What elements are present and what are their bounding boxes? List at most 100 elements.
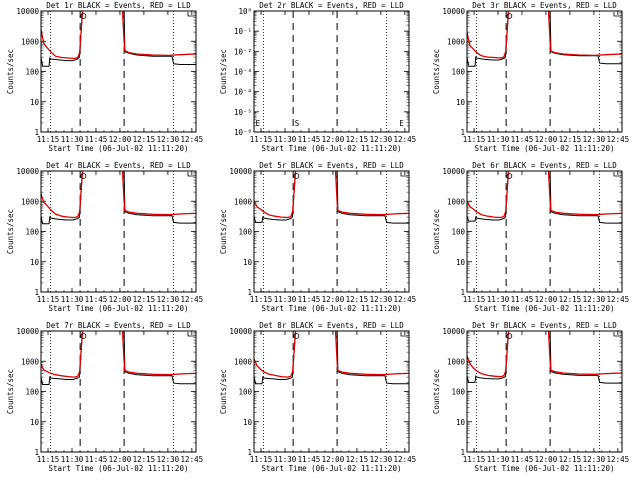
y-tick-label: 1000 — [21, 197, 40, 206]
panel-title: Det 7r BLACK = Events, RED = LLD — [46, 321, 191, 330]
y-tick-label: 10⁰ — [238, 7, 252, 16]
panel-title: Det 8r BLACK = Events, RED = LLD — [259, 321, 404, 330]
x-tick-label: 12:30 — [370, 135, 393, 144]
series-line-events — [41, 11, 196, 67]
y-tick-label: 10000 — [442, 167, 465, 176]
y-tick-label: 10 — [30, 258, 40, 267]
y-axis-label: Counts/sec — [6, 209, 15, 254]
x-tick-label: 11:30 — [487, 135, 510, 144]
x-tick-label: 11:15 — [463, 455, 486, 464]
x-tick-label: 12:45 — [394, 295, 417, 304]
y-tick-label: 1000 — [447, 357, 466, 366]
x-tick-label: 12:15 — [559, 295, 582, 304]
x-tick-label: 12:45 — [607, 295, 630, 304]
x-tick-label: 12:00 — [535, 455, 558, 464]
x-tick-label: 11:45 — [511, 295, 534, 304]
y-tick-label: 10000 — [16, 167, 39, 176]
y-tick-label: 10 — [456, 258, 466, 267]
y-axis-label: Counts/sec — [6, 369, 15, 414]
x-tick-label: 12:45 — [181, 455, 204, 464]
y-tick-label: 10⁻² — [234, 47, 252, 56]
y-tick-label: 100 — [451, 228, 465, 237]
x-tick-label: 11:15 — [463, 135, 486, 144]
panel-title: Det 2r BLACK = Events, RED = LLD — [259, 1, 404, 10]
x-tick-label: 12:15 — [346, 455, 369, 464]
series-line-events — [41, 171, 196, 225]
x-tick-label: 12:30 — [583, 295, 606, 304]
y-axis-label: Counts/sec — [219, 209, 228, 254]
panel-frame — [40, 170, 197, 293]
attenuator-marker — [80, 173, 87, 179]
x-tick-label: 11:45 — [298, 295, 321, 304]
series-line-lld — [41, 331, 196, 378]
y-tick-label: 100 — [451, 388, 465, 397]
series-line-lld — [467, 11, 622, 59]
x-tick-label: 12:15 — [559, 135, 582, 144]
panel-title: Det 6r BLACK = Events, RED = LLD — [472, 161, 617, 170]
x-tick-label: 12:30 — [370, 455, 393, 464]
detector-panel-2: Det 2r BLACK = Events, RED = LLD Counts/s… — [219, 1, 416, 153]
detector-panel-5: Det 5r BLACK = Events, RED = LLD Counts/s… — [219, 161, 416, 313]
x-tick-label: 12:00 — [109, 455, 132, 464]
x-tick-label: 12:00 — [109, 135, 132, 144]
y-tick-label: 10⁻³ — [234, 68, 252, 77]
x-tick-label: 12:15 — [346, 135, 369, 144]
panel-frame — [40, 330, 197, 453]
segment-annotation: E — [399, 119, 404, 128]
x-tick-label: 11:30 — [487, 455, 510, 464]
x-axis-label: Start Time (06-Jul-02 11:11:20) — [49, 304, 189, 313]
series-line-lld — [467, 171, 622, 219]
x-tick-label: 12:30 — [157, 455, 180, 464]
attenuator-marker — [80, 333, 87, 339]
x-tick-label: 11:30 — [274, 135, 297, 144]
y-tick-label: 10⁻⁶ — [234, 128, 252, 137]
x-axis-label: Start Time (06-Jul-02 11:11:20) — [475, 464, 615, 473]
x-tick-label: 11:45 — [511, 135, 534, 144]
x-tick-label: 11:15 — [250, 295, 273, 304]
y-tick-label: 100 — [451, 68, 465, 77]
y-tick-label: 10⁻¹ — [234, 27, 252, 36]
x-tick-label: 11:45 — [298, 135, 321, 144]
x-tick-label: 11:30 — [61, 135, 84, 144]
series-line-lld — [254, 171, 409, 219]
y-tick-label: 1 — [34, 128, 39, 137]
x-tick-label: 12:30 — [157, 135, 180, 144]
y-tick-label: 10 — [243, 258, 253, 267]
x-tick-label: 12:45 — [394, 455, 417, 464]
y-tick-label: 100 — [238, 228, 252, 237]
y-tick-label: 1 — [34, 288, 39, 297]
series-line-events — [467, 331, 622, 384]
panel-frame — [40, 10, 197, 133]
segment-annotation: S — [295, 119, 300, 128]
y-tick-label: 10 — [243, 418, 253, 427]
y-tick-label: 1 — [460, 128, 465, 137]
y-tick-label: 1000 — [447, 197, 466, 206]
x-tick-label: 11:15 — [37, 295, 60, 304]
y-tick-label: 1 — [247, 288, 252, 297]
y-tick-label: 1000 — [21, 357, 40, 366]
x-tick-label: 12:45 — [181, 135, 204, 144]
y-axis-label: Counts/sec — [6, 49, 15, 94]
y-tick-label: 10000 — [442, 327, 465, 336]
x-tick-label: 12:00 — [322, 135, 345, 144]
x-tick-label: 12:15 — [559, 455, 582, 464]
panel-frame — [466, 10, 623, 133]
x-tick-label: 11:15 — [463, 295, 486, 304]
y-tick-label: 10000 — [442, 7, 465, 16]
attenuator-marker — [506, 333, 513, 339]
attenuator-marker — [293, 333, 300, 339]
panel-title: Det 4r BLACK = Events, RED = LLD — [46, 161, 191, 170]
detector-panel-1: Det 1r BLACK = Events, RED = LLD Counts/s… — [6, 1, 203, 153]
series-line-events — [41, 331, 196, 385]
y-tick-label: 100 — [25, 388, 39, 397]
attenuator-marker — [80, 13, 87, 19]
x-axis-label: Start Time (06-Jul-02 11:11:20) — [475, 304, 615, 313]
y-axis-label: Counts/sec — [219, 49, 228, 94]
panel-title: Det 1r BLACK = Events, RED = LLD — [46, 1, 191, 10]
x-tick-label: 12:00 — [535, 135, 558, 144]
panel-frame — [253, 170, 410, 293]
x-tick-label: 11:15 — [37, 135, 60, 144]
corner-bracket — [613, 12, 621, 17]
x-axis-label: Start Time (06-Jul-02 11:11:20) — [262, 464, 402, 473]
